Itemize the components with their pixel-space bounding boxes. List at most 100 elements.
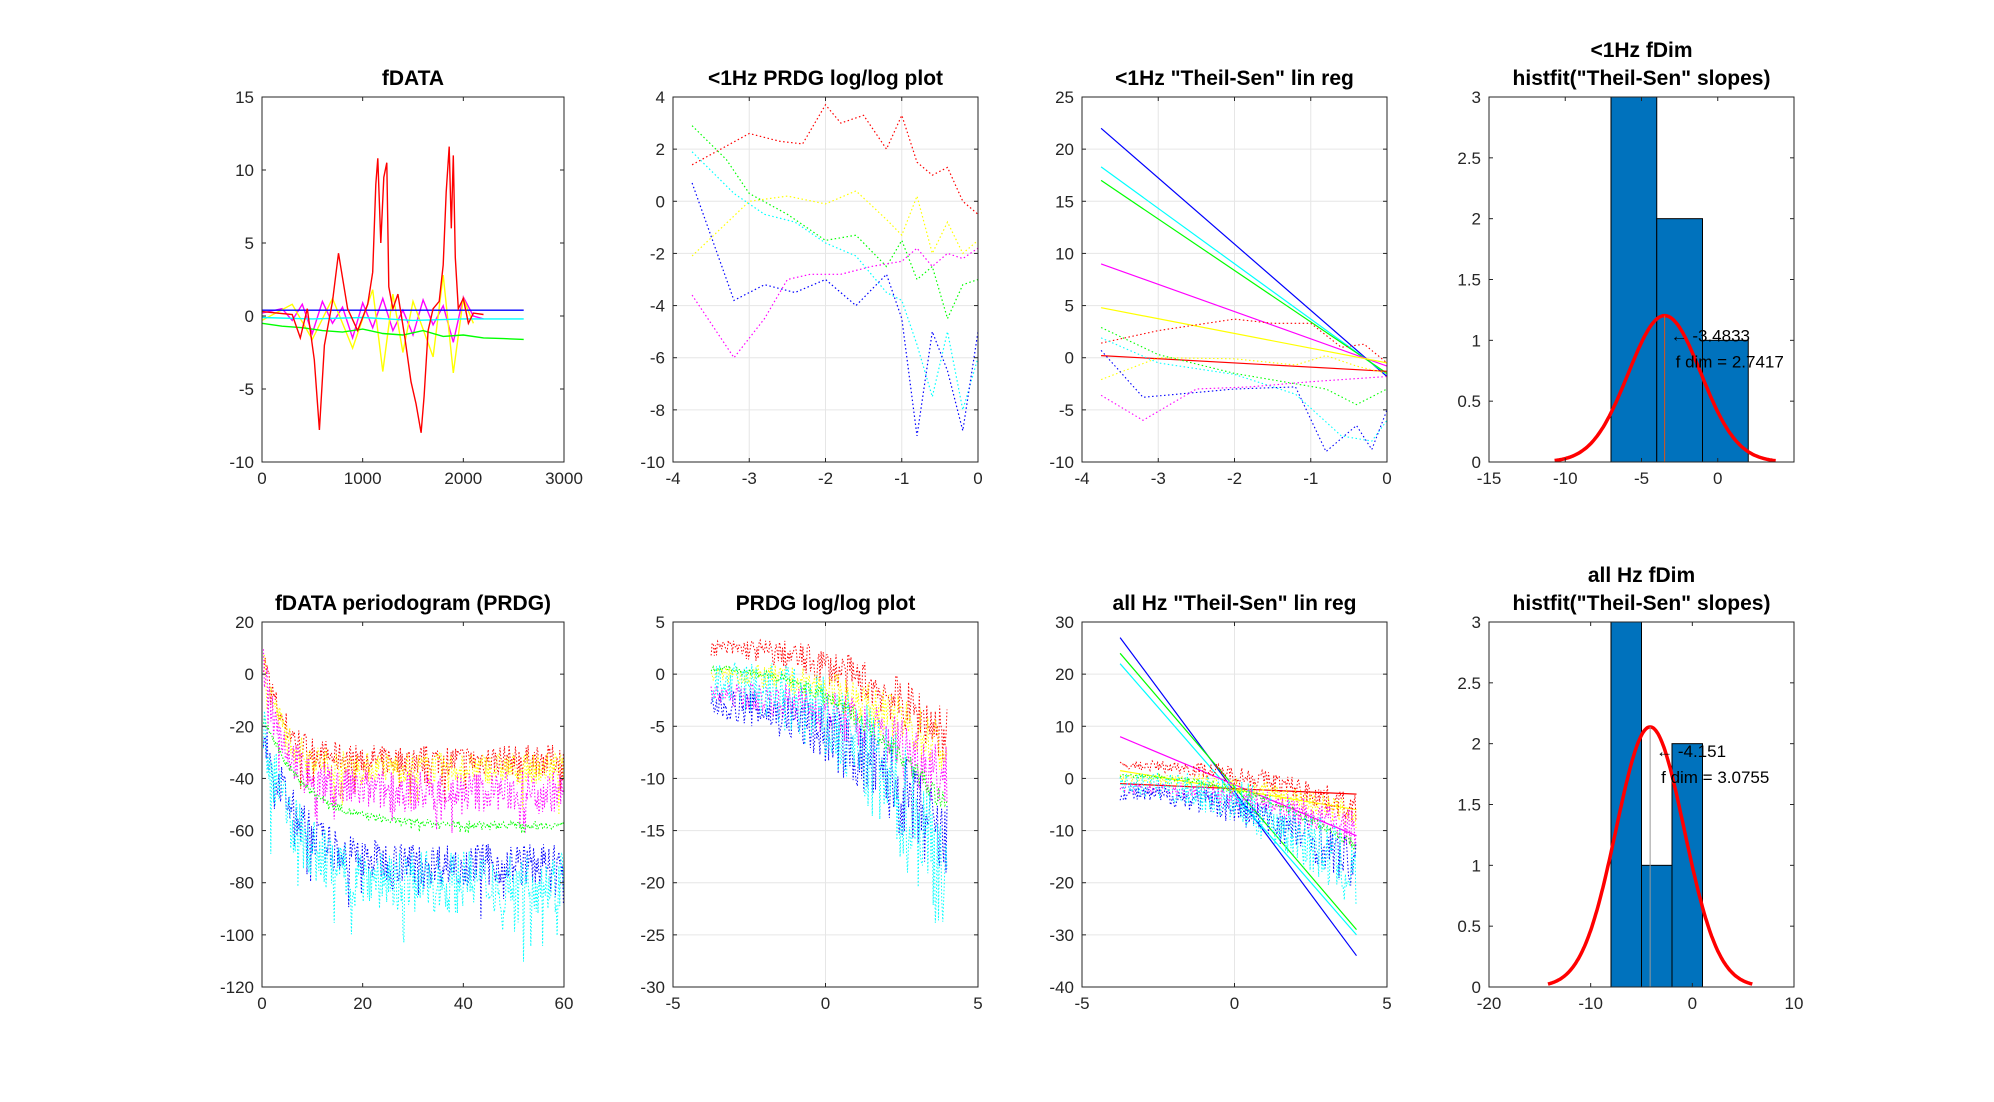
y-tick-label: 2 <box>656 140 665 159</box>
y-tick-label: 0 <box>1065 349 1074 368</box>
y-tick-label: 15 <box>1055 192 1074 211</box>
series-line-blue <box>1100 127 1387 377</box>
chart-title: all Hz "Theil-Sen" lin reg <box>1113 592 1357 615</box>
chart-panel-p4: ← -3.4833 f dim = 2.7417 -15 -10 -5 0 0 0.5 1 1.5… <box>1457 39 1795 488</box>
series-band-yellow <box>710 662 948 770</box>
y-tick-label: 5 <box>656 613 665 632</box>
y-tick-label: -20 <box>1049 874 1074 893</box>
normal-fit-curve <box>1554 313 1776 462</box>
x-tick-label: -4 <box>665 469 680 488</box>
y-tick-label: 0.5 <box>1457 917 1481 936</box>
plot-area <box>262 97 564 462</box>
series-band-green <box>263 715 564 834</box>
data-layer <box>710 638 948 923</box>
y-tick-label: 5 <box>1065 297 1074 316</box>
y-tick-label: -4 <box>650 297 665 316</box>
chart-panel-p1: 0 1000 2000 3000 -10 -5 0 5 10 15 fDATA <box>229 67 582 488</box>
mean-annotation: ← -3.4833 <box>1671 327 1750 346</box>
series-band-cyan <box>263 710 564 962</box>
y-tick-label: 5 <box>245 234 254 253</box>
x-tick-label: 40 <box>454 994 473 1013</box>
y-tick-label: 10 <box>1055 244 1074 263</box>
y-tick-label: 1.5 <box>1457 271 1481 290</box>
x-tick-label: -15 <box>1477 469 1502 488</box>
y-tick-label: 0 <box>1472 453 1481 472</box>
y-tick-label: -120 <box>220 978 254 997</box>
y-tick-label: 3 <box>1472 88 1481 107</box>
chart-panel-p6: -5 0 5 -30 -25 -20 -15 -10 -5 0 5 PRDG log/log plot <box>640 592 982 1013</box>
y-tick-label: -10 <box>1049 453 1074 472</box>
chart-title: all Hz fDim <box>1588 564 1695 587</box>
x-tick-label: 20 <box>353 994 372 1013</box>
data-layer <box>262 146 524 433</box>
x-tick-label: -2 <box>818 469 833 488</box>
series-line-red <box>262 146 484 433</box>
y-tick-label: 4 <box>656 88 665 107</box>
x-tick-label: -3 <box>1151 469 1166 488</box>
fdim-annotation: f dim = 3.0755 <box>1661 768 1769 787</box>
y-tick-label: 10 <box>235 161 254 180</box>
series-dotted-cyan <box>1100 337 1387 442</box>
series-line-red <box>691 103 978 215</box>
x-tick-label: -3 <box>742 469 757 488</box>
x-tick-label: -5 <box>1074 994 1089 1013</box>
x-tick-label: 2000 <box>444 469 482 488</box>
y-tick-label: -25 <box>640 926 665 945</box>
chart-title: PRDG log/log plot <box>736 592 916 615</box>
series-band-magenta <box>263 649 564 833</box>
y-tick-label: -20 <box>229 717 254 736</box>
series-line-red <box>1120 783 1357 795</box>
y-tick-label: -6 <box>650 349 665 368</box>
series-dotted-red <box>1100 318 1387 364</box>
histogram-bar <box>1702 339 1749 462</box>
y-tick-label: -10 <box>640 453 665 472</box>
y-tick-label: -10 <box>1049 822 1074 841</box>
y-tick-label: 2.5 <box>1457 149 1481 168</box>
y-tick-label: 30 <box>1055 613 1074 632</box>
y-tick-label: 1 <box>1472 331 1481 350</box>
series-band-yellow <box>263 654 564 816</box>
series-line-yellow <box>262 275 475 373</box>
y-tick-label: 20 <box>1055 665 1074 684</box>
series-band-cyan <box>711 662 948 923</box>
y-tick-label: 1 <box>1472 856 1481 875</box>
series-line-green <box>1100 179 1387 374</box>
x-tick-label: 60 <box>555 994 574 1013</box>
x-tick-label: -10 <box>1553 469 1578 488</box>
plot-area <box>262 622 564 987</box>
x-tick-label: 0 <box>257 994 266 1013</box>
x-tick-label: 0 <box>257 469 266 488</box>
axes-box <box>261 621 565 988</box>
fdim-annotation: f dim = 2.7417 <box>1676 353 1784 372</box>
series-band-green <box>1119 772 1357 852</box>
x-tick-label: -20 <box>1477 994 1502 1013</box>
chart-title: fDATA periodogram (PRDG) <box>275 592 551 615</box>
y-tick-label: 0.5 <box>1457 392 1481 411</box>
x-tick-label: 0 <box>1688 994 1697 1013</box>
series-line-cyan <box>691 151 978 411</box>
y-tick-label: -20 <box>640 874 665 893</box>
y-tick-label: -2 <box>650 244 665 263</box>
x-tick-label: 0 <box>973 469 982 488</box>
series-band-magenta <box>710 682 948 803</box>
series-band-green <box>710 663 948 808</box>
x-tick-label: 0 <box>821 994 830 1013</box>
series-line-magenta <box>1119 736 1357 837</box>
y-tick-label: -40 <box>229 769 254 788</box>
series-line-magenta <box>1100 263 1387 367</box>
y-tick-label: 0 <box>245 307 254 326</box>
y-tick-label: -30 <box>640 978 665 997</box>
x-tick-label: 0 <box>1713 469 1722 488</box>
y-tick-label: -40 <box>1049 978 1074 997</box>
y-tick-label: -30 <box>1049 926 1074 945</box>
y-tick-label: -10 <box>229 453 254 472</box>
y-tick-label: -100 <box>220 926 254 945</box>
x-tick-label: -5 <box>1634 469 1649 488</box>
x-tick-label: -1 <box>894 469 909 488</box>
y-tick-label: 0 <box>656 192 665 211</box>
y-tick-label: 0 <box>245 665 254 684</box>
y-tick-label: -80 <box>229 874 254 893</box>
y-tick-label: 25 <box>1055 88 1074 107</box>
data-layer <box>263 649 564 962</box>
